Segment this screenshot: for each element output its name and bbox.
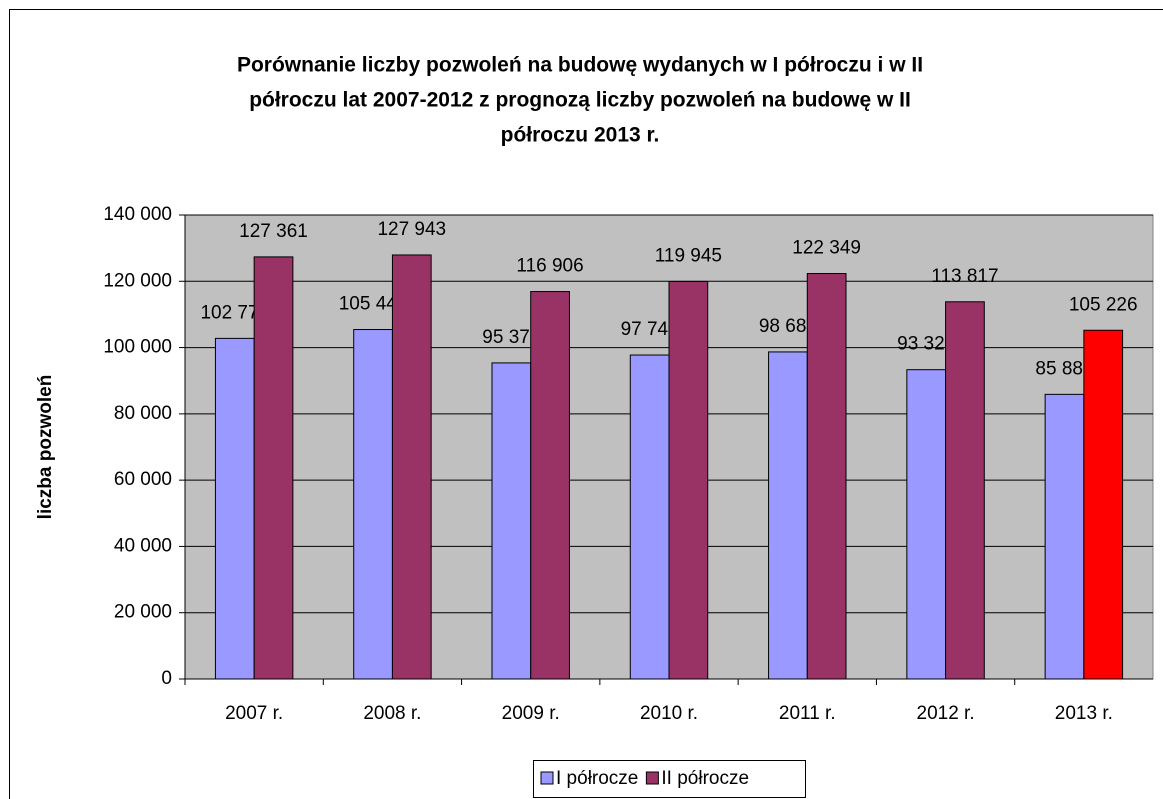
y-tick-label: 120 000: [103, 270, 172, 291]
value-label: 116 906: [516, 256, 583, 277]
value-label: 127 943: [377, 219, 446, 240]
bar: [906, 369, 947, 680]
y-tick-label: 140 000: [103, 204, 172, 225]
value-label: 113 817: [931, 266, 998, 287]
value-label: 127 361: [239, 221, 308, 242]
chart-title: półroczu 2013 r.: [501, 124, 660, 147]
chart-title: Porównanie liczby pozwoleń na budowę wyd…: [237, 54, 923, 77]
bar: [1083, 329, 1124, 680]
bar: [253, 256, 294, 680]
bar: [353, 329, 393, 680]
value-label: 98 684: [759, 316, 818, 337]
y-tick-label: 80 000: [114, 403, 172, 424]
x-tick-label: 2012 r.: [917, 703, 975, 724]
legend: [533, 760, 806, 798]
value-label: 97 749: [621, 319, 679, 340]
y-tick-label: 20 000: [114, 602, 172, 623]
bar: [629, 354, 670, 680]
legend-swatch: [645, 771, 659, 785]
bar: [1044, 393, 1085, 680]
bar: [214, 337, 255, 680]
x-tick-label: 2013 r.: [1055, 703, 1113, 724]
legend-label: II półrocze: [661, 768, 749, 789]
value-label: 105 443: [339, 294, 408, 315]
x-tick-label: 2009 r.: [502, 703, 560, 724]
value-label: 102 777: [200, 302, 269, 323]
bar: [806, 273, 847, 680]
y-tick-label: 40 000: [114, 535, 172, 556]
x-tick-label: 2010 r.: [640, 703, 698, 724]
bar: [945, 301, 985, 680]
y-axis-label: liczba pozwoleń: [35, 375, 56, 520]
value-label: 122 349: [792, 238, 861, 259]
y-tick-label: 0: [161, 668, 172, 689]
y-tick-label: 60 000: [114, 469, 172, 490]
value-label: 85 885: [1035, 358, 1093, 379]
bar: [668, 280, 709, 680]
legend-swatch: [540, 771, 554, 785]
value-label: 119 945: [655, 245, 722, 266]
y-tick-label: 100 000: [103, 337, 172, 358]
x-tick-label: 2011 r.: [779, 703, 836, 724]
value-label: 93 325: [897, 334, 955, 355]
legend-label: I półrocze: [556, 768, 638, 789]
chart-title: półroczu lat 2007-2012 z prognozą liczby…: [249, 89, 911, 112]
bar: [768, 351, 808, 680]
x-tick-label: 2007 r.: [225, 703, 283, 724]
chart-frame: [9, 9, 1163, 799]
value-label: 95 373: [482, 327, 540, 348]
bar: [530, 291, 570, 680]
bar: [391, 254, 432, 680]
x-tick-label: 2008 r.: [363, 703, 421, 724]
value-label: 105 226: [1069, 294, 1138, 315]
bar: [491, 362, 532, 680]
